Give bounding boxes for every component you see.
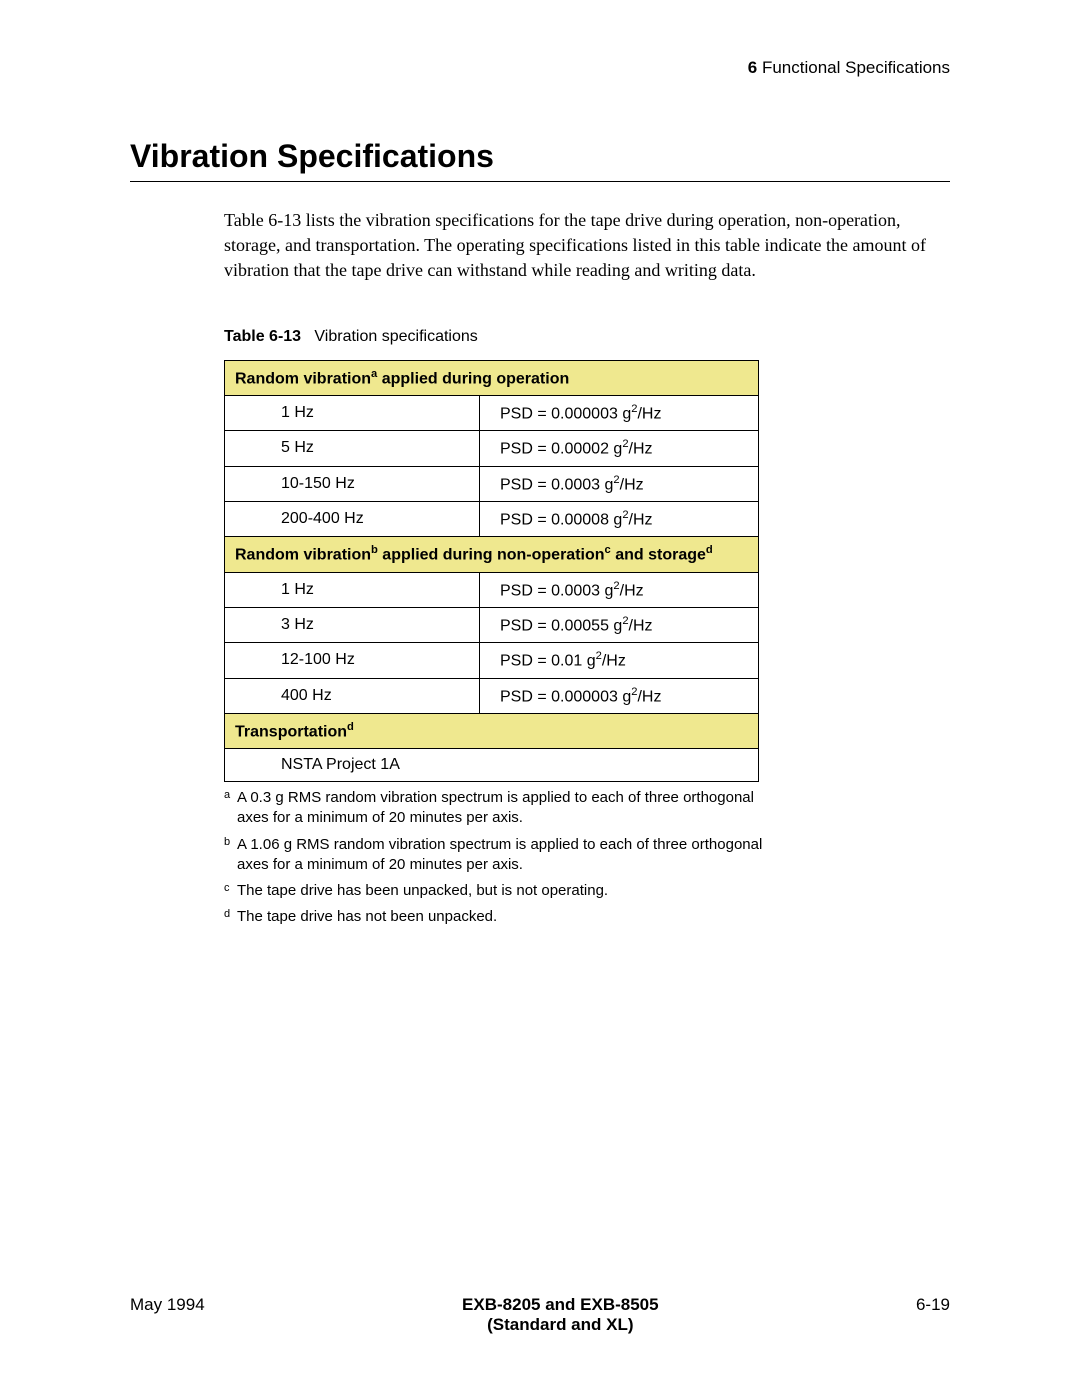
table-row: 400 HzPSD = 0.000003 g2/Hz (225, 678, 759, 713)
section-title: Vibration Specifications (130, 138, 950, 182)
table-row: 1 HzPSD = 0.000003 g2/Hz (225, 395, 759, 430)
table-row: 10-150 HzPSD = 0.0003 g2/Hz (225, 466, 759, 501)
table-row: NSTA Project 1A (225, 749, 759, 782)
table-caption-text: Vibration specifications (314, 328, 477, 345)
table-label: Table 6-13 (224, 328, 301, 345)
table-section-header: Transportationd (225, 713, 759, 748)
table-caption: Table 6-13 Vibration specifications (224, 328, 950, 346)
table-section-header: Random vibrationa applied during operati… (225, 360, 759, 395)
table-row: 1 HzPSD = 0.0003 g2/Hz (225, 572, 759, 607)
footnotes: aA 0.3 g RMS random vibration spectrum i… (224, 788, 779, 928)
footnote: bA 1.06 g RMS random vibration spectrum … (224, 835, 779, 876)
page-footer: May 1994 EXB-8205 and EXB-8505 (Standard… (130, 1295, 950, 1335)
body-paragraph: Table 6-13 lists the vibration specifica… (224, 208, 950, 284)
vibration-spec-table: Random vibrationa applied during operati… (224, 360, 759, 783)
page-header: 6 Functional Specifications (130, 58, 950, 78)
footer-doc-title: EXB-8205 and EXB-8505 (Standard and XL) (462, 1295, 659, 1335)
footnote: aA 0.3 g RMS random vibration spectrum i… (224, 788, 779, 829)
footer-page-number: 6-19 (916, 1295, 950, 1315)
footnote: dThe tape drive has not been unpacked. (224, 907, 779, 927)
footnote: cThe tape drive has been unpacked, but i… (224, 881, 779, 901)
table-row: 200-400 HzPSD = 0.00008 g2/Hz (225, 501, 759, 536)
table-row: 5 HzPSD = 0.00002 g2/Hz (225, 431, 759, 466)
table-section-header: Random vibrationb applied during non-ope… (225, 537, 759, 572)
footer-date: May 1994 (130, 1295, 205, 1315)
chapter-number: 6 (748, 58, 757, 77)
table-row: 12-100 HzPSD = 0.01 g2/Hz (225, 643, 759, 678)
table-row: 3 HzPSD = 0.00055 g2/Hz (225, 607, 759, 642)
